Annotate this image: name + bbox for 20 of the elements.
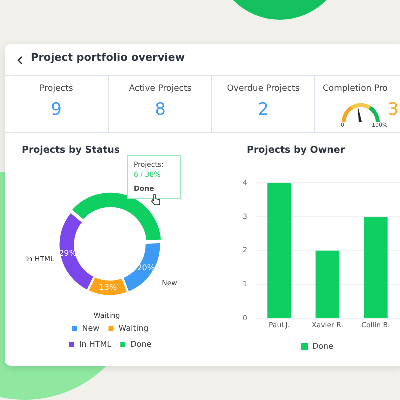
legend-label: In HTML (79, 340, 112, 350)
text: 2 (257, 100, 270, 120)
chart-title: Projects by Owner (247, 145, 346, 156)
chart-title: Projects by Status (22, 145, 120, 156)
bar (364, 217, 388, 318)
text: 3 (388, 100, 399, 120)
text: 9 (50, 100, 63, 120)
text: Project portfolio overview (31, 52, 186, 64)
data-label: 13% (99, 283, 118, 292)
category-label: Completion Pro (323, 84, 389, 94)
category-label: Projects (38, 84, 74, 94)
bar (316, 250, 340, 318)
category-label: Overdue Projects (226, 84, 301, 94)
bar (268, 183, 292, 318)
legend-label: Done (312, 342, 334, 352)
text: 8 (154, 100, 167, 120)
category-label: Active Projects (128, 84, 193, 94)
legend-label: Waiting (118, 324, 149, 334)
legend-label: New (82, 324, 100, 334)
legend-label: Done (130, 340, 152, 350)
